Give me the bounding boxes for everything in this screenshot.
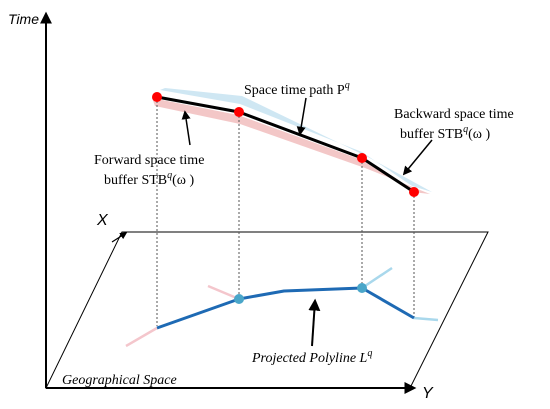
path-point-3	[357, 153, 367, 163]
forward-buffer-pointer-arrow	[181, 110, 191, 146]
path-point-4	[409, 187, 419, 197]
forward-buffer-label-line1: Forward space time	[94, 153, 204, 168]
projected-polyline	[156, 286, 415, 330]
polyline-backward-extension-end	[413, 316, 439, 322]
projection-lines	[156, 97, 415, 326]
polyline-forward-extension-start	[125, 326, 158, 348]
path-point-1	[152, 92, 162, 102]
space-time-path-label: Space time path Pq	[244, 80, 350, 98]
polyline-point-1	[234, 294, 244, 304]
backward-buffer-pointer-arrow	[402, 139, 433, 176]
forward-buffer-label-line2: buffer STBq(ω )	[104, 170, 195, 188]
y-axis-label: Y	[422, 385, 434, 402]
backward-buffer-label-line1: Backward space time	[394, 107, 514, 122]
path-point-2	[234, 107, 244, 117]
polyline-backward-extension	[361, 266, 393, 290]
polyline-forward-extension	[207, 284, 240, 301]
polyline-pointer-arrow	[308, 298, 321, 347]
projected-polyline-label: Projected Polyline Lq	[251, 348, 372, 366]
x-axis-label: X	[96, 212, 109, 229]
x-axis-arrow	[111, 232, 128, 243]
backward-buffer-label-line2: buffer STBq(ω )	[400, 124, 491, 142]
polyline-point-2	[357, 283, 367, 293]
geographical-space-label: Geographical Space	[62, 373, 177, 388]
path-pointer-arrow	[296, 97, 307, 136]
time-axis-label: Time	[8, 11, 39, 27]
